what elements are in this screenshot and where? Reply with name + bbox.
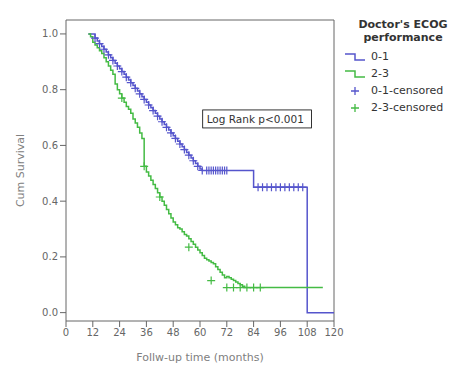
html-text:2-3: 2-3 [371,67,389,80]
svg-text:96: 96 [274,327,287,338]
svg-text:72: 72 [220,327,233,338]
svg-text:24: 24 [113,327,126,338]
svg-text:Cum Survival: Cum Survival [14,134,27,207]
svg-text:108: 108 [298,327,317,338]
svg-text:120: 120 [324,327,343,338]
html-text:Doctor's ECOG: Doctor's ECOG [358,18,448,31]
svg-text:36: 36 [140,327,153,338]
html-text:2-3-censored: 2-3-censored [371,101,444,114]
svg-text:0.2: 0.2 [42,251,58,262]
svg-text:Log Rank p<0.001: Log Rank p<0.001 [207,113,304,125]
svg-text:12: 12 [86,327,99,338]
svg-text:0.4: 0.4 [42,196,58,207]
svg-text:0.0: 0.0 [42,307,58,318]
html-text:0-1: 0-1 [371,50,389,63]
html-text:0-1-censored: 0-1-censored [371,84,444,97]
svg-text:Follw-up time (months): Follw-up time (months) [136,351,264,364]
html-text:performance: performance [363,31,443,44]
svg-text:0.8: 0.8 [42,84,58,95]
svg-text:60: 60 [194,327,207,338]
svg-text:0.6: 0.6 [42,140,58,151]
svg-text:84: 84 [247,327,260,338]
svg-text:1.0: 1.0 [42,28,58,39]
svg-text:48: 48 [167,327,180,338]
svg-text:0: 0 [63,327,69,338]
